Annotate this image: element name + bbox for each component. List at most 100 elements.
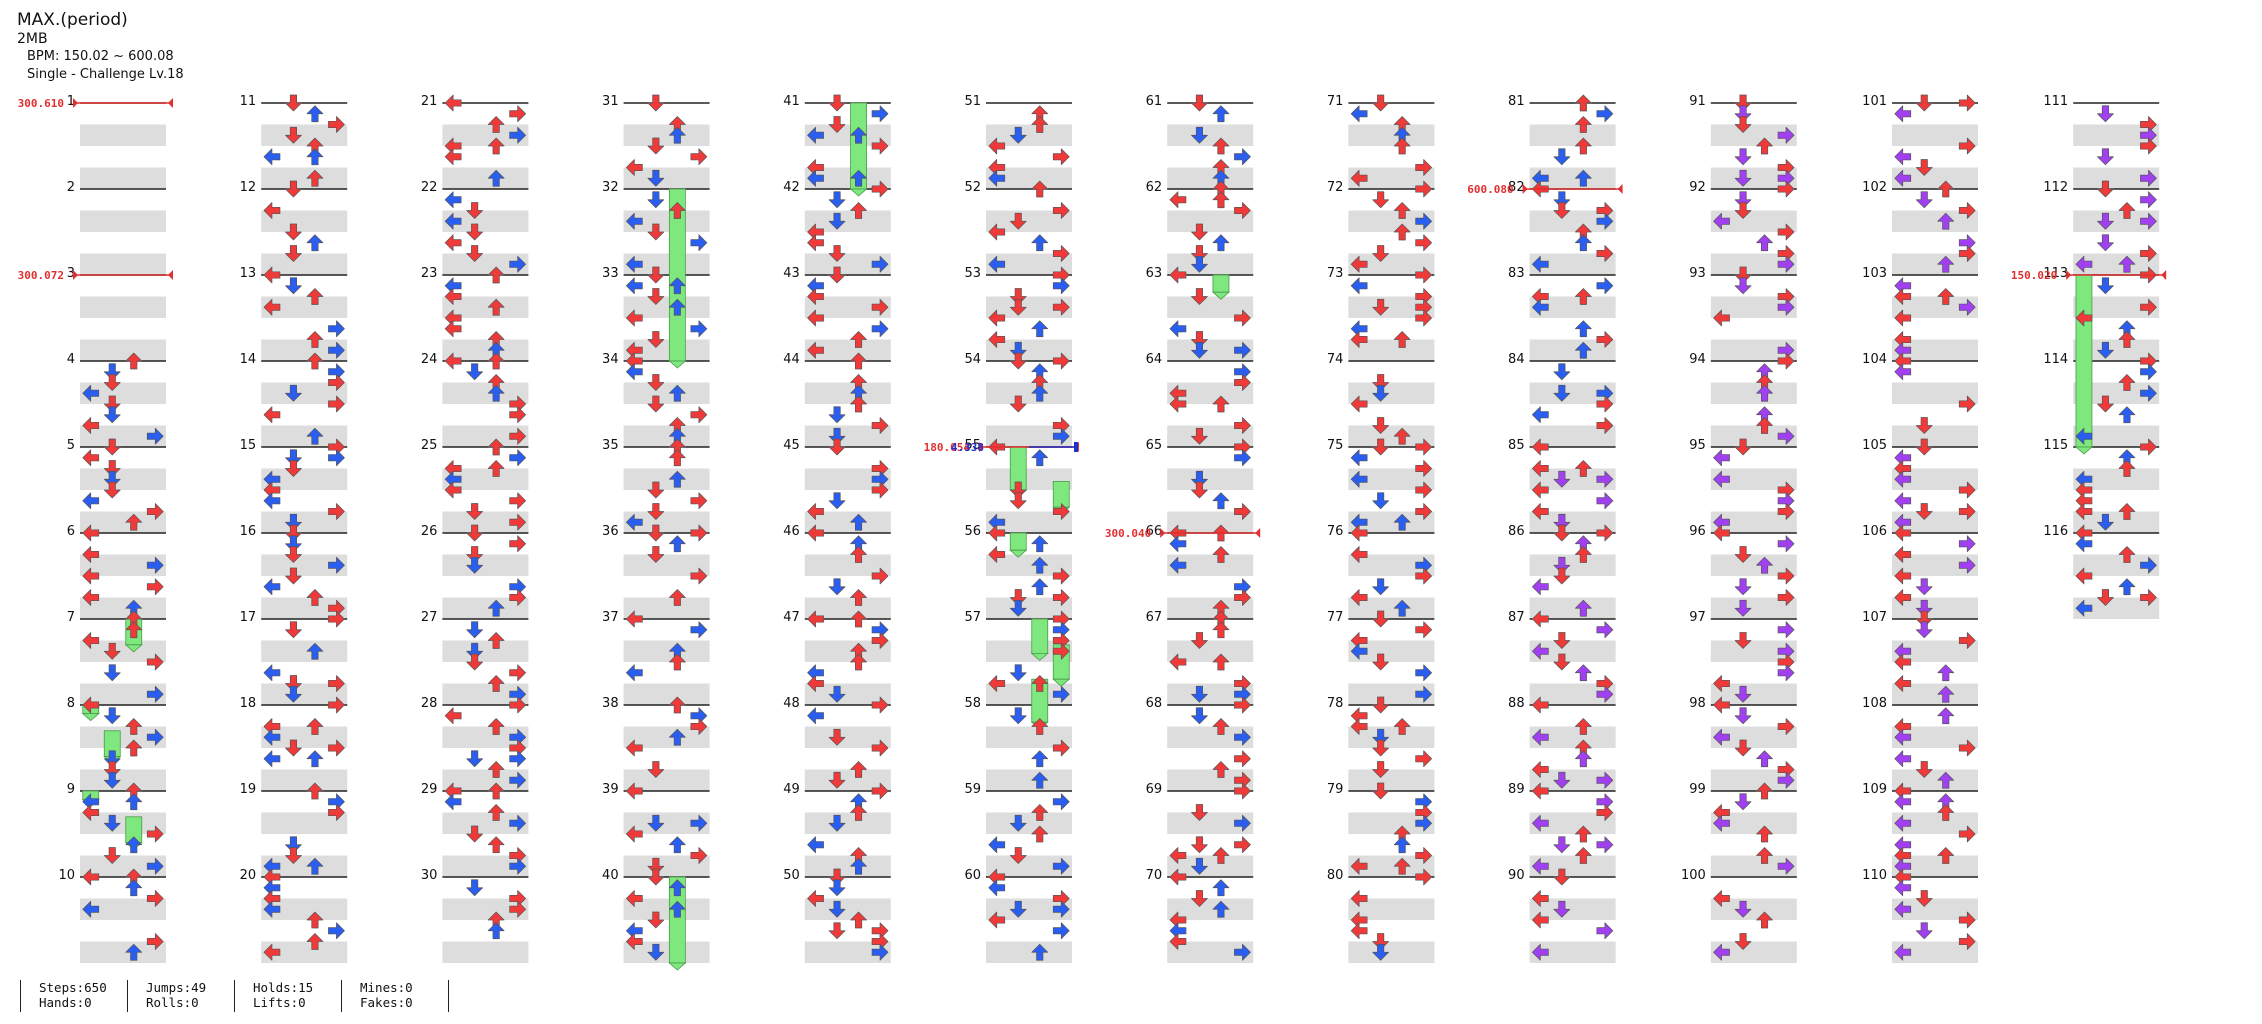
right-arrow-icon [146, 933, 164, 950]
beat-band [1529, 124, 1616, 146]
left-arrow-icon [2075, 599, 2093, 617]
right-arrow-icon [146, 556, 164, 574]
left-arrow-icon [625, 610, 643, 628]
left-arrow-icon [82, 868, 100, 886]
left-arrow-icon [1350, 890, 1368, 907]
stat-steps: Steps:650 [39, 980, 107, 995]
down-arrow-icon [1191, 804, 1208, 821]
beat-band [1529, 511, 1616, 533]
beat-band [623, 296, 710, 318]
down-arrow-icon [647, 857, 665, 875]
right-arrow-icon [1596, 245, 1614, 262]
up-arrow-icon [1212, 137, 1230, 155]
hold-layer [81, 102, 2094, 971]
measure-92: 92 [1689, 180, 1797, 275]
down-arrow-icon [285, 847, 302, 864]
down-arrow-icon [1553, 513, 1571, 531]
right-arrow-icon [1415, 847, 1433, 864]
down-arrow-icon [1553, 868, 1571, 886]
measure-28: 28 [421, 696, 529, 791]
up-arrow-icon [850, 653, 867, 671]
left-arrow-icon [1169, 847, 1187, 864]
right-arrow-icon [1777, 535, 1795, 553]
beat-band [442, 941, 529, 963]
down-arrow-icon [103, 481, 121, 499]
up-arrow-icon [1393, 836, 1411, 854]
beat-band [1892, 683, 1978, 705]
measure-number: 103 [1862, 266, 1887, 281]
measure-5: 5 [67, 438, 166, 533]
right-arrow-icon [146, 728, 164, 746]
right-arrow-icon [871, 417, 889, 434]
down-arrow-icon [1191, 94, 1208, 112]
beat-band [2073, 511, 2160, 533]
up-arrow-icon [1031, 771, 1049, 789]
down-arrow-icon [1009, 481, 1027, 499]
right-arrow-icon [1415, 266, 1433, 284]
beat-band [80, 941, 166, 963]
measure-100: 100 [1681, 868, 1797, 963]
left-arrow-icon [263, 943, 281, 961]
down-arrow-icon [103, 664, 121, 682]
measure-number: 65 [1146, 438, 1163, 453]
beat-band [1348, 554, 1435, 576]
right-arrow-icon [1958, 395, 1976, 413]
down-arrow-icon [1915, 94, 1933, 112]
right-arrow-icon [1777, 352, 1795, 370]
left-arrow-icon [1169, 535, 1187, 553]
beat-band [986, 597, 1072, 619]
beat-band [80, 855, 166, 877]
measure-72: 72 [1327, 180, 1435, 275]
left-arrow-icon [82, 384, 100, 402]
down-arrow-icon [647, 481, 665, 499]
hold-body [2075, 274, 2093, 448]
right-arrow-icon [146, 890, 164, 907]
right-arrow-icon [328, 116, 345, 133]
down-arrow-icon [1191, 331, 1208, 348]
up-arrow-icon [1574, 288, 1592, 305]
up-arrow-icon [1574, 94, 1592, 112]
up-arrow-icon [1574, 320, 1592, 338]
right-arrow-icon [1958, 137, 1976, 155]
measure-number: 108 [1862, 696, 1887, 711]
beat-band [804, 554, 891, 576]
right-arrow-icon [328, 449, 345, 467]
beat-band [261, 339, 348, 361]
beat-band [1348, 468, 1435, 490]
beat-band [1348, 812, 1435, 834]
beat-band [1348, 855, 1435, 877]
measure-43: 43 [783, 266, 891, 361]
beat-band [1529, 640, 1616, 662]
left-arrow-icon [1350, 857, 1368, 875]
up-arrow-icon [1574, 664, 1592, 682]
down-arrow-icon [647, 137, 665, 155]
song-header: MAX.(period) 2MB BPM: 150.02 ~ 600.08 Si… [17, 10, 184, 84]
up-arrow-icon [1031, 578, 1049, 596]
right-arrow-icon [2140, 245, 2157, 262]
measure-103: 103 [1862, 266, 1978, 361]
left-arrow-icon [2075, 567, 2093, 585]
measure-42: 42 [783, 180, 891, 275]
down-arrow-icon [1191, 685, 1208, 703]
down-arrow-icon [285, 535, 302, 553]
down-arrow-icon [1372, 696, 1390, 714]
left-arrow-icon [263, 148, 281, 166]
up-arrow-icon [850, 331, 867, 348]
down-arrow-icon [1191, 288, 1208, 305]
measure-number: 12 [240, 180, 257, 195]
right-arrow-icon [509, 696, 527, 714]
measure-number: 18 [240, 696, 257, 711]
down-arrow-icon [1191, 836, 1208, 854]
measure-number: 5 [67, 438, 75, 453]
right-arrow-icon [690, 567, 708, 585]
up-arrow-icon [850, 610, 867, 628]
beat-band [1892, 554, 1978, 576]
beat-band [80, 554, 166, 576]
up-arrow-icon [850, 761, 867, 778]
down-arrow-icon [647, 943, 665, 961]
down-arrow-icon [647, 288, 665, 305]
measure-number: 34 [602, 352, 619, 367]
measure-number: 79 [1327, 782, 1344, 797]
up-arrow-icon [2118, 255, 2136, 273]
right-arrow-icon [1415, 664, 1433, 682]
